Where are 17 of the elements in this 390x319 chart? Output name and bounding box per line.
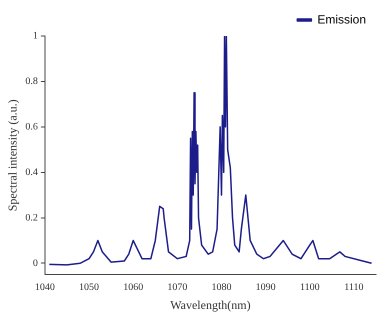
x-tick-label: 1040: [34, 282, 55, 294]
x-axis-title: Wavelength(nm): [170, 298, 251, 312]
y-tick-label: 1: [32, 30, 38, 42]
x-tick-label: 1060: [123, 282, 144, 294]
x-tick-label: 1100: [300, 282, 320, 294]
x-tick-label: 1110: [344, 282, 364, 294]
x-tick-label: 1080: [211, 282, 232, 294]
y-tick-label: 0.2: [25, 212, 38, 224]
x-tick-label: 1070: [167, 282, 188, 294]
x-tick-label: 1090: [256, 282, 276, 294]
y-axis-title: Spectral intensity (a.u.): [5, 99, 20, 212]
y-tick-label: 0.4: [25, 166, 38, 178]
y-tick-label: 0: [32, 258, 38, 269]
y-tick-label: 0.6: [25, 122, 38, 133]
x-tick-label: 1050: [79, 282, 100, 294]
y-tick-label: 0.8: [25, 76, 38, 88]
legend-label: Emission: [317, 12, 366, 26]
